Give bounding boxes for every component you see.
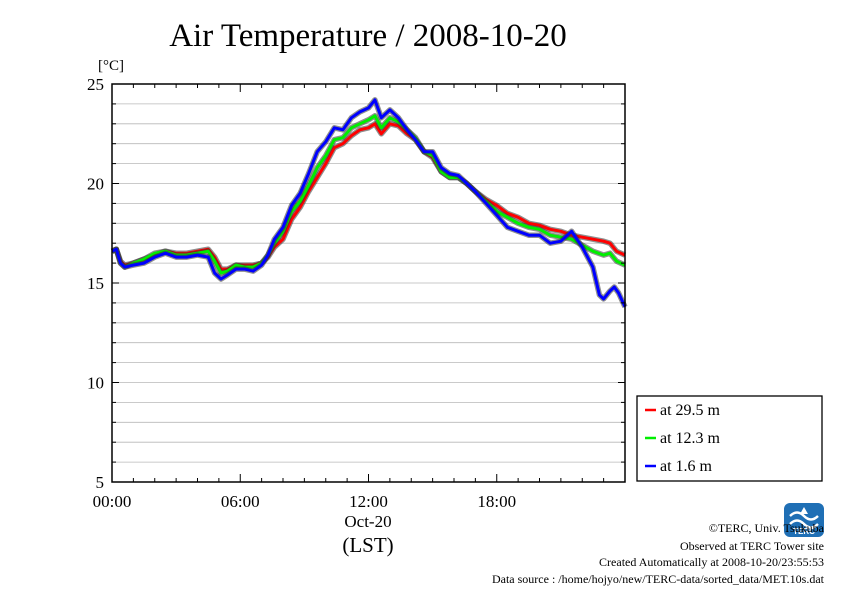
x-tick-label: 00:00 bbox=[93, 492, 132, 511]
x-axis-date-label: Oct-20 bbox=[344, 512, 391, 531]
series-lines bbox=[110, 97, 628, 309]
legend: at 29.5 m at 12.3 m at 1.6 m bbox=[636, 395, 823, 482]
terc-logo-icon: TERC bbox=[784, 503, 824, 537]
legend-label: at 29.5 m bbox=[660, 402, 721, 419]
x-tick-label: 06:00 bbox=[221, 492, 260, 511]
y-tick-label: 20 bbox=[87, 175, 104, 194]
x-axis-label: (LST) bbox=[342, 533, 393, 557]
source-credit: Data source : /home/hojyo/new/TERC-data/… bbox=[492, 572, 825, 586]
x-tick-label: 12:00 bbox=[349, 492, 388, 511]
series-outline bbox=[110, 113, 627, 276]
legend-label: at 12.3 m bbox=[660, 430, 721, 447]
y-tick-label: 25 bbox=[87, 75, 104, 94]
y-tick-label: 10 bbox=[87, 374, 104, 393]
y-axis-unit: [°C] bbox=[98, 58, 124, 74]
copyright-credit: ©TERC, Univ. Tsukuba bbox=[709, 521, 825, 535]
axis-ticks: 25 20 15 10 500:00 06:00 12:00 18:00 bbox=[87, 75, 626, 511]
created-credit: Created Automatically at 2008-10-20/23:5… bbox=[599, 555, 824, 569]
series-line bbox=[111, 98, 627, 308]
legend-label: at 1.6 m bbox=[660, 458, 713, 475]
y-tick-label: 15 bbox=[87, 274, 104, 293]
series-outline bbox=[110, 121, 627, 272]
series-line bbox=[111, 114, 626, 275]
x-tick-label: 18:00 bbox=[477, 492, 516, 511]
site-credit: Observed at TERC Tower site bbox=[680, 539, 824, 553]
series-line bbox=[111, 122, 626, 271]
logo-text: TERC bbox=[793, 527, 815, 536]
chart-title: Air Temperature / 2008-10-20 bbox=[169, 18, 567, 54]
grid-lines bbox=[112, 103, 625, 463]
legend-box bbox=[636, 395, 823, 482]
y-tick-label: 5 bbox=[96, 473, 105, 492]
